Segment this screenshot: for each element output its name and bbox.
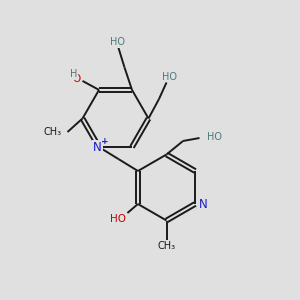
- Text: HO: HO: [162, 71, 177, 82]
- Text: HO: HO: [207, 131, 222, 142]
- Text: CH₃: CH₃: [158, 241, 175, 251]
- Text: HO: HO: [110, 37, 124, 47]
- Text: H: H: [70, 69, 77, 79]
- Text: +: +: [100, 137, 108, 146]
- Text: O: O: [73, 74, 81, 84]
- Text: HO: HO: [110, 214, 126, 224]
- Text: N: N: [93, 141, 102, 154]
- Text: N: N: [199, 197, 207, 211]
- Text: CH₃: CH₃: [44, 127, 62, 137]
